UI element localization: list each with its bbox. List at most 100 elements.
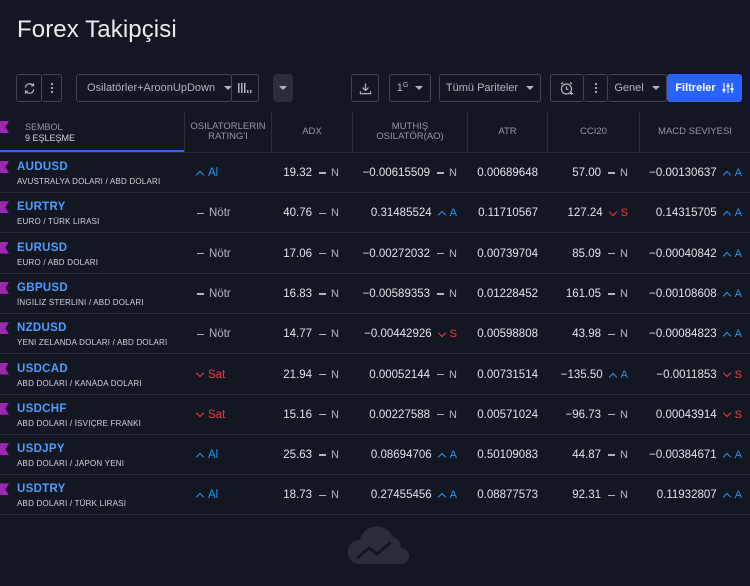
chevron-down-icon (526, 86, 535, 90)
symbol-link[interactable]: NZDUSD (17, 322, 67, 335)
table-row[interactable]: USDJPY ABD DOLARI / JAPON YENI Al 25.63 N 0.0… (0, 435, 750, 476)
cci-cell: 44.87 N (572, 435, 628, 475)
arrow-down-icon (195, 409, 205, 418)
signal-indicator: A (722, 489, 742, 502)
adx-value: 25.63 (283, 449, 313, 462)
adx-cell: 14.77 N (283, 314, 339, 354)
symbol-link[interactable]: USDTRY (17, 483, 66, 496)
flag-icon[interactable] (0, 483, 9, 496)
more-vertical-icon (50, 82, 53, 94)
filters-button[interactable]: Filtreler (667, 74, 742, 102)
signal-indicator: N (608, 167, 628, 179)
signal-indicator: Al (195, 449, 218, 462)
cci-column-header[interactable]: CCI20 (547, 112, 639, 152)
oscillator-rating: Sat (195, 355, 225, 395)
signal-letter: Nötr (209, 287, 231, 300)
symbol-description: ABD DOLARI / JAPON YENI (17, 459, 125, 469)
dash-icon (608, 172, 616, 174)
export-button[interactable] (351, 74, 379, 102)
columns-button[interactable] (231, 74, 259, 102)
signal-indicator: Sat (195, 409, 225, 421)
refresh-button[interactable] (16, 74, 42, 102)
signal-letter: N (331, 207, 339, 220)
table-row[interactable]: EURTRY EURO / TÜRK LIRASI Nötr 40.76 N 0.3148… (0, 193, 750, 234)
macd-value: 0.00043914 (655, 408, 717, 421)
adx-value: 17.06 (283, 247, 313, 260)
ao-column-header[interactable]: MUTHIŞ OSILATÖR(AO) (352, 112, 467, 152)
table-row[interactable]: USDCAD ABD DOLARI / KANADA DOLARI Sat 21.94… (0, 355, 750, 395)
alert-more-button[interactable] (584, 74, 608, 102)
download-icon (359, 82, 371, 94)
table-row[interactable]: GBPUSD İNGILIZ STERLINI / ABD DOLARI Nötr 1… (0, 274, 750, 314)
ao-cell: 0.27455456 A (371, 475, 457, 515)
flag-icon[interactable] (0, 281, 9, 294)
table-row[interactable]: NZDUSD YENI ZELANDA DOLARI / ABD DOLARI Nö… (0, 314, 750, 355)
view-select[interactable]: Genel (608, 74, 667, 102)
osc-rating-header-line1: OSILATORLERIN (190, 121, 266, 132)
arrow-up-icon (195, 170, 205, 180)
table-row[interactable]: USDCHF ABD DOLARI / İSVIÇRE FRANKI Sat 15.1… (0, 395, 750, 435)
ao-value: −0.00272032 (362, 247, 431, 260)
cci-cell: 161.05 N (566, 274, 628, 314)
flag-icon[interactable] (0, 201, 9, 214)
symbol-link[interactable]: USDCHF (17, 402, 67, 415)
symbol-description: İNGILIZ STERLINI / ABD DOLARI (17, 297, 144, 307)
adx-cell: 40.76 N (283, 193, 339, 233)
more-options-button[interactable] (42, 74, 62, 102)
signal-indicator: Nötr (197, 207, 231, 219)
signal-letter: A (734, 207, 742, 220)
symbol-link[interactable]: EURTRY (17, 201, 66, 214)
macd-cell: −0.00130637 A (649, 153, 742, 193)
oscillator-rating: Nötr (197, 314, 231, 354)
symbol-link[interactable]: EURUSD (17, 241, 68, 254)
adx-column-header[interactable]: ADX (271, 112, 352, 152)
signal-indicator: N (608, 449, 628, 461)
symbol-column-header[interactable]: SEMBOL 9 EŞLEŞME (0, 112, 184, 152)
preset-select[interactable]: Osilatörler+AroonUpDown (76, 74, 233, 102)
signal-indicator: A (722, 207, 742, 220)
symbol-link[interactable]: AUDUSD (17, 161, 68, 173)
dash-icon (319, 172, 327, 174)
flag-icon[interactable] (0, 322, 9, 335)
pairs-select[interactable]: Tümü Pariteler (439, 74, 541, 102)
signal-indicator: N (319, 409, 339, 421)
signal-letter: N (449, 408, 457, 421)
signal-letter: S (734, 368, 742, 381)
signal-indicator: N (608, 489, 628, 501)
alert-button[interactable] (550, 74, 584, 102)
arrow-up-icon (437, 452, 446, 462)
signal-letter: A (734, 167, 742, 179)
macd-column-header[interactable]: MACD SEVIYESI (639, 112, 750, 152)
oscillator-rating: Al (195, 475, 218, 515)
flag-icon[interactable] (0, 402, 9, 415)
view-label: Genel (614, 82, 644, 94)
ao-cell: 0.08694706 A (371, 435, 457, 475)
flag-icon[interactable] (0, 241, 9, 254)
table-row[interactable]: USDTRY ABD DOLARI / TÜRK LIRASI Al 18.73 N 0.… (0, 475, 750, 516)
signal-letter: N (449, 167, 457, 179)
preset-dropdown-button[interactable] (273, 74, 293, 102)
dash-icon (608, 293, 616, 295)
macd-cell: −0.0011853 S (656, 355, 742, 395)
atr-column-header[interactable]: ATR (467, 112, 547, 152)
table-row[interactable]: EURUSD EURO / ABD DOLARI Nötr 17.06 N −0.0027… (0, 234, 750, 274)
arrow-up-icon (437, 493, 446, 502)
ao-value: −0.00442926 (364, 328, 432, 341)
table-row[interactable]: AUDUSD AVUSTRALYA DOLARI / ABD DOLARI Al 19… (0, 153, 750, 193)
flag-icon[interactable] (0, 362, 9, 375)
symbol-link[interactable]: GBPUSD (17, 281, 69, 294)
sliders-icon (722, 83, 734, 93)
signal-letter: S (449, 328, 457, 341)
flag-icon[interactable] (0, 161, 9, 173)
signal-letter: A (449, 207, 457, 220)
symbol-link[interactable]: USDCAD (17, 362, 68, 375)
symbol-link[interactable]: USDJPY (17, 443, 65, 456)
page-title: Forex Takipçisi (17, 16, 177, 43)
osc-rating-column-header[interactable]: OSILATORLERIN RATING'I (184, 112, 271, 152)
signal-indicator: S (437, 328, 457, 341)
atr-value: 0.00571024 (477, 408, 538, 421)
flag-icon[interactable] (0, 443, 9, 456)
atr-value: 0.11710567 (478, 207, 538, 220)
